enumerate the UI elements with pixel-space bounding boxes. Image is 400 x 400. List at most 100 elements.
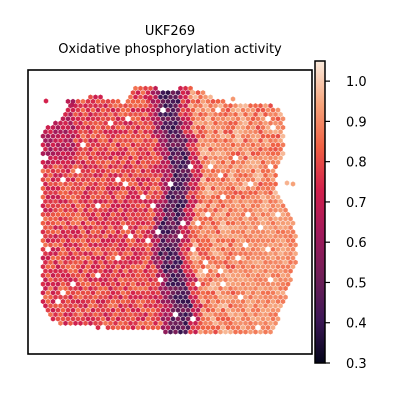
spot-hex xyxy=(238,320,243,326)
spot-hex xyxy=(220,98,226,104)
spot-hex xyxy=(263,268,268,274)
spot-hex xyxy=(255,142,261,148)
spot-hex xyxy=(180,107,186,113)
spot-hex xyxy=(50,159,56,165)
heatmap-spots xyxy=(40,85,298,335)
spot-hex xyxy=(238,329,243,335)
spot-hex xyxy=(193,120,198,126)
spot-hex xyxy=(53,268,58,274)
spot-hex xyxy=(100,307,106,313)
spot-hex xyxy=(263,207,268,213)
spot-hex xyxy=(153,120,158,126)
spot-hex xyxy=(253,216,258,222)
spot-hex xyxy=(163,120,168,126)
spot-hex xyxy=(85,238,91,244)
spot-hex xyxy=(110,290,116,296)
spot-hex xyxy=(190,168,196,174)
spot-hex xyxy=(280,290,286,296)
spot-hex xyxy=(250,246,256,252)
spot-hex xyxy=(45,159,51,165)
spot-hex xyxy=(203,294,208,300)
spot-hex xyxy=(285,272,291,278)
spot-hex xyxy=(58,190,63,196)
spot-hex xyxy=(80,159,86,165)
spot-hex xyxy=(143,137,148,144)
spot-hex xyxy=(223,103,228,109)
spot-hex xyxy=(230,298,236,305)
spot-hex xyxy=(128,190,133,196)
spot-hex xyxy=(103,120,108,126)
spot-hex xyxy=(65,316,71,322)
spot-hex xyxy=(105,238,111,244)
spot-hex xyxy=(240,307,246,313)
spot-hex xyxy=(125,159,131,165)
spot-hex xyxy=(225,116,231,122)
spot-hex xyxy=(125,133,131,139)
spot-hex xyxy=(73,207,78,213)
spot-hex xyxy=(98,181,103,187)
spot-hex xyxy=(218,216,223,222)
spot-hex xyxy=(163,155,168,161)
spot-hex xyxy=(223,111,228,118)
spot-hex xyxy=(63,216,68,222)
spot-hex xyxy=(163,294,168,300)
spot-hex xyxy=(198,224,203,231)
spot-hex xyxy=(78,137,83,144)
spot-hex xyxy=(265,124,271,131)
spot-hex xyxy=(263,303,268,309)
spot-hex xyxy=(225,159,231,165)
spot-hex xyxy=(203,285,208,292)
spot-hex xyxy=(48,251,53,257)
spot-hex xyxy=(168,233,173,239)
spot-hex xyxy=(248,103,253,109)
spot-hex xyxy=(58,242,63,248)
spot-hex xyxy=(135,272,141,278)
spot-hex xyxy=(85,133,91,139)
spot-hex xyxy=(248,233,253,239)
spot-hex xyxy=(203,207,208,213)
spot-hex xyxy=(165,124,171,131)
spot-hex xyxy=(268,137,273,144)
spot-hex xyxy=(263,137,268,144)
spot-hex xyxy=(110,272,116,278)
spot-hex xyxy=(233,285,238,292)
spot-hex xyxy=(235,177,241,183)
spot-hex xyxy=(78,120,83,126)
spot-hex xyxy=(158,94,163,100)
spot-hex xyxy=(135,307,141,313)
spot-hex xyxy=(190,290,196,296)
spot-hex xyxy=(88,137,93,144)
spot-hex xyxy=(223,181,228,187)
spot-hex xyxy=(80,133,86,139)
spot-hex xyxy=(175,255,181,261)
spot-hex xyxy=(145,325,151,331)
spot-hex xyxy=(263,329,268,335)
spot-hex xyxy=(93,111,98,118)
spot-hex xyxy=(283,207,288,213)
spot-hex xyxy=(69,102,75,108)
spot-hex xyxy=(193,294,198,300)
spot-hex xyxy=(265,211,271,218)
spot-hex xyxy=(165,185,171,191)
spot-hex xyxy=(148,277,153,283)
spot-hex xyxy=(268,103,273,109)
spot-hex xyxy=(100,264,106,270)
spot-hex xyxy=(228,251,233,257)
spot-hex xyxy=(268,216,273,222)
spot-hex xyxy=(270,298,276,305)
spot-hex xyxy=(153,259,158,265)
spot-hex xyxy=(60,203,66,209)
spot-hex xyxy=(193,242,198,248)
spot-hex xyxy=(55,238,61,244)
spot-hex xyxy=(40,272,46,278)
spot-hex xyxy=(70,298,76,305)
spot-hex xyxy=(108,303,113,309)
spot-hex xyxy=(258,103,263,109)
spot-hex xyxy=(203,111,208,118)
spot-hex xyxy=(260,124,266,131)
spot-hex xyxy=(83,303,88,309)
spot-hex xyxy=(188,294,193,300)
spot-hex xyxy=(185,98,191,104)
spot-hex xyxy=(98,146,103,152)
spot-hex xyxy=(43,198,48,205)
